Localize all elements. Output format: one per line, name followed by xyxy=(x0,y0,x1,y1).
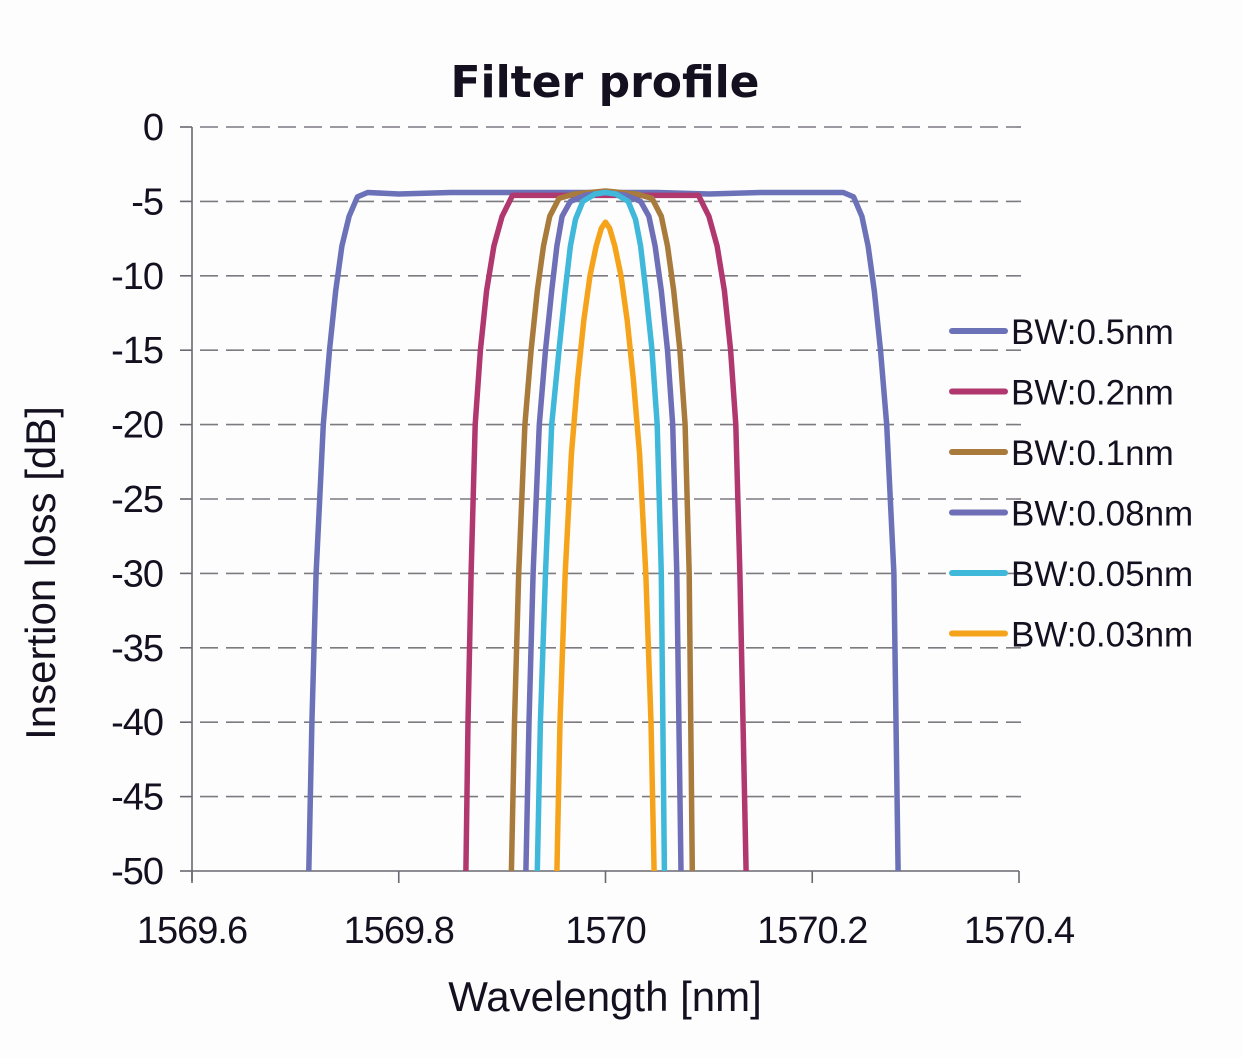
legend-label: BW:0.5nm xyxy=(1011,313,1174,352)
series-line-bw-0-05nm xyxy=(534,189,668,872)
y-tick-label: -15 xyxy=(111,330,163,372)
y-tick-label: -20 xyxy=(111,405,163,447)
y-tick-label: -45 xyxy=(111,777,163,819)
y-axis-label: Insertion loss [dB] xyxy=(17,406,64,740)
axes xyxy=(180,126,1020,883)
legend-label: BW:0.05nm xyxy=(1011,555,1193,594)
x-tick-label: 1569.8 xyxy=(344,910,454,952)
y-tick-label: -40 xyxy=(111,702,163,744)
legend-label: BW:0.2nm xyxy=(1011,374,1174,413)
series-line-bw-0-2nm xyxy=(463,192,749,872)
y-tick-label: -35 xyxy=(111,628,163,670)
x-tick-label: 1569.6 xyxy=(137,910,247,952)
legend-label: BW:0.03nm xyxy=(1011,616,1193,655)
y-tick-label: -50 xyxy=(111,851,163,893)
tick-labels: 0 -5 -10 -15 -20 -25 -30 -35 -40 -45 -50 1569.6 1569… xyxy=(111,107,1076,952)
legend-label: BW:0.1nm xyxy=(1011,434,1174,473)
x-tick-label: 1570.4 xyxy=(964,910,1075,952)
plot-area xyxy=(306,188,901,872)
y-tick-label: -10 xyxy=(111,256,163,298)
legend: BW:0.5nm BW:0.2nm BW:0.1nm BW:0.08nm BW:0.05… xyxy=(949,313,1193,655)
y-tick-label: -25 xyxy=(111,479,163,521)
x-axis-label: Wavelength [nm] xyxy=(448,973,762,1020)
x-tick-label: 1570 xyxy=(565,910,646,952)
series-line-bw-0-5nm xyxy=(306,189,901,872)
y-tick-label: -30 xyxy=(111,553,163,595)
x-tick-label: 1570.2 xyxy=(757,910,867,952)
series-line-bw-0-03nm xyxy=(554,219,657,872)
y-tick-label: -5 xyxy=(131,181,163,223)
y-tick-label: 0 xyxy=(143,107,163,149)
legend-label: BW:0.08nm xyxy=(1011,495,1193,534)
chart-title: Filter profile xyxy=(450,57,759,108)
